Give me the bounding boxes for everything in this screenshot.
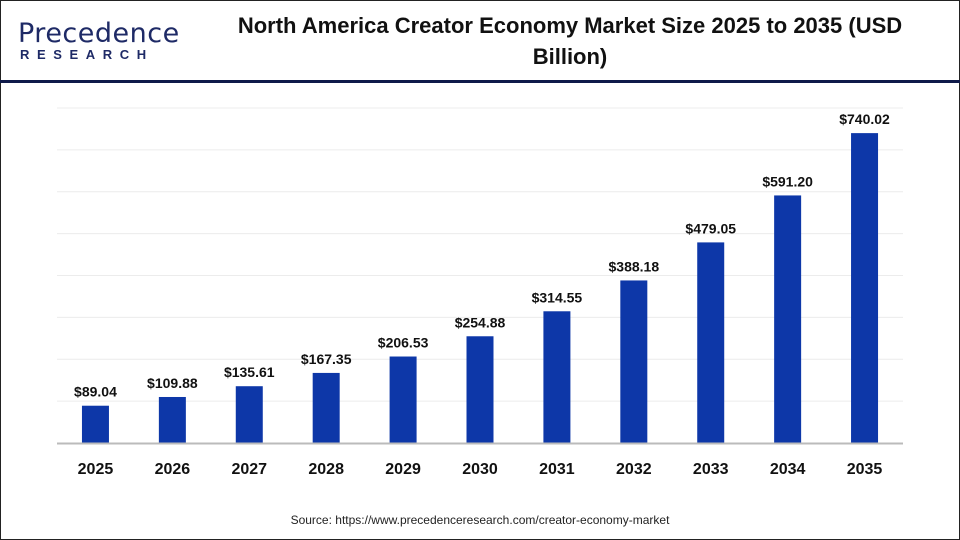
logo-sub-text: RESEARCH	[20, 47, 154, 62]
data-label: $135.61	[224, 364, 275, 380]
bar	[774, 195, 802, 443]
data-label: $740.02	[839, 111, 890, 127]
x-tick-label: 2034	[770, 461, 806, 478]
bar	[235, 386, 263, 443]
x-tick-label: 2028	[308, 461, 344, 478]
logo: Precedence RESEARCH	[18, 18, 179, 64]
bar	[543, 311, 571, 443]
bar	[697, 242, 725, 443]
x-tick-label: 2032	[616, 461, 652, 478]
data-label: $479.05	[685, 220, 736, 236]
bar	[312, 372, 340, 443]
bar	[158, 396, 186, 443]
x-tick-label: 2029	[385, 461, 421, 478]
logo-main-text: Precedence	[18, 18, 180, 49]
source-text: Source: https://www.precedenceresearch.c…	[290, 513, 670, 527]
data-label: $167.35	[301, 351, 352, 367]
chart-title: North America Creator Economy Market Siz…	[237, 13, 903, 69]
header: Precedence RESEARCH North America Creato…	[0, 0, 960, 83]
data-label: $591.20	[762, 173, 813, 189]
data-label: $109.88	[147, 375, 198, 391]
data-label: $89.04	[74, 384, 117, 400]
bar	[81, 405, 109, 443]
x-tick-label: 2033	[693, 461, 729, 478]
x-tick-label: 2027	[231, 461, 267, 478]
data-label: $254.88	[455, 314, 506, 330]
x-tick-label: 2031	[539, 461, 575, 478]
bar	[466, 336, 494, 443]
x-tick-label: 2030	[462, 461, 498, 478]
data-label: $206.53	[378, 335, 429, 351]
data-label: $388.18	[609, 258, 660, 274]
data-label: $314.55	[532, 289, 583, 305]
x-tick-label: 2025	[78, 461, 114, 478]
bar	[620, 280, 648, 443]
bar	[389, 356, 417, 443]
x-tick-label: 2035	[847, 461, 883, 478]
bar	[851, 133, 879, 443]
x-tick-label: 2026	[155, 461, 191, 478]
